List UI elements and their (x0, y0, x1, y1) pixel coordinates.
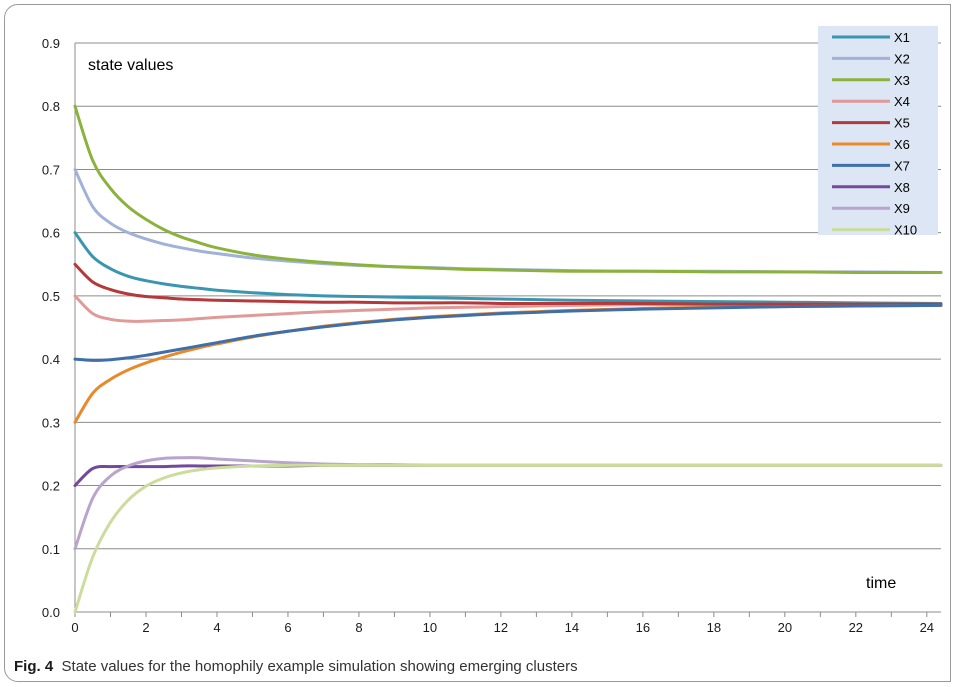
legend-label: X6 (894, 137, 910, 152)
y-tick-label: 0.2 (42, 479, 60, 494)
x-axis-label: time (866, 575, 896, 592)
legend-label: X9 (894, 201, 910, 216)
y-tick-label: 0.0 (42, 605, 60, 620)
legend-label: X2 (894, 51, 910, 66)
x-tick-label: 24 (920, 620, 934, 635)
caption-label: Fig. 4 (14, 658, 54, 675)
series-line-x5 (73, 262, 943, 306)
y-tick-label: 0.7 (42, 162, 60, 177)
figure-frame (4, 4, 951, 682)
figure-caption: Fig. 4 State values for the homophily ex… (14, 658, 578, 675)
y-tick-label: 0.5 (42, 289, 60, 304)
legend-box (818, 26, 938, 235)
series-line-x7 (73, 303, 943, 362)
tick-labels: 0.00.10.20.30.40.50.60.70.80.90 2 4 6 8 10 12 1… (42, 36, 934, 635)
legend: X1 X2 X3 X4 X5 X6 X7 X8 X9 X10 (818, 26, 938, 238)
series-line-x9 (73, 456, 943, 551)
gridlines (75, 42, 941, 550)
legend-label: X8 (894, 180, 910, 195)
caption-text: State values for the homophily example s… (61, 658, 578, 675)
x-tick-label: 6 (284, 620, 291, 635)
axes (74, 43, 941, 617)
x-tick-label: 18 (707, 620, 721, 635)
series-line-x3 (73, 104, 943, 275)
legend-label: X1 (894, 30, 910, 45)
y-tick-label: 0.8 (42, 99, 60, 114)
x-tick-label: 8 (355, 620, 362, 635)
series-line-x1 (73, 231, 943, 305)
x-tick-label: 10 (423, 620, 437, 635)
y-tick-label: 0.1 (42, 542, 60, 557)
x-tick-label: 20 (778, 620, 792, 635)
legend-label: X10 (894, 223, 917, 238)
x-tick-label: 14 (565, 620, 579, 635)
series-lines (73, 104, 943, 614)
x-tick-label: 12 (494, 620, 508, 635)
series-line-x2 (73, 167, 943, 274)
y-tick-label: 0.6 (42, 226, 60, 241)
legend-label: X5 (894, 116, 910, 131)
y-axis-label: state values (88, 57, 173, 74)
series-line-x10 (73, 463, 943, 614)
x-tick-label: 4 (213, 620, 220, 635)
x-tick-label: 16 (636, 620, 650, 635)
x-tick-label: 22 (849, 620, 863, 635)
legend-label: X3 (894, 73, 910, 88)
x-tick-label: 0 (71, 620, 78, 635)
legend-label: X4 (894, 94, 910, 109)
x-tick-label: 2 (142, 620, 149, 635)
y-tick-label: 0.4 (42, 352, 60, 367)
line-chart: 0.00.10.20.30.40.50.60.70.80.90 2 4 6 8 10 12 1… (42, 26, 943, 635)
legend-label: X7 (894, 158, 910, 173)
series-line-x6 (73, 303, 943, 424)
y-tick-label: 0.9 (42, 36, 60, 51)
y-tick-label: 0.3 (42, 415, 60, 430)
